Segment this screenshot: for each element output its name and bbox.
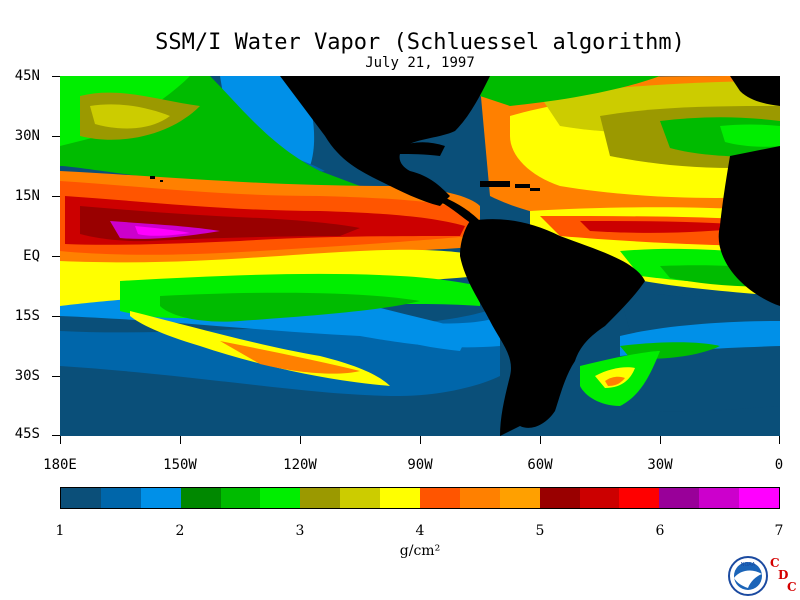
lon-tick	[300, 436, 301, 444]
colorbar-label-2: 2	[175, 523, 185, 539]
lon-tick	[60, 436, 61, 444]
noaa-logo: NOAA	[728, 556, 768, 596]
colorbar-swatch-8	[380, 488, 421, 508]
colorbar-unit: g/cm²	[399, 543, 441, 559]
lat-label-eq: EQ	[23, 248, 40, 264]
lat-label-45s: 45S	[14, 426, 40, 442]
colorbar-swatch-4	[220, 488, 261, 508]
colorbar-swatch-14	[619, 488, 660, 508]
colorbar-label-5: 5	[535, 523, 545, 539]
colorbar-swatch-12	[539, 488, 580, 508]
colorbar-swatch-9	[420, 488, 460, 508]
colorbar-swatch-16	[699, 488, 740, 508]
colorbar-label-7: 7	[774, 523, 784, 539]
colorbar-swatch-5	[260, 488, 301, 508]
colorbar-swatch-1	[100, 488, 141, 508]
lat-tick	[52, 316, 60, 317]
colorbar	[60, 487, 780, 509]
lat-label-30s: 30S	[14, 368, 40, 384]
lon-label-120w: 120W	[283, 457, 317, 473]
colorbar-swatch-7	[340, 488, 381, 508]
lon-label-60w: 60W	[527, 457, 553, 473]
cdc-mark-d: D	[778, 568, 789, 582]
colorbar-label-1: 1	[55, 523, 65, 539]
lat-tick	[52, 136, 60, 137]
colorbar-label-4: 4	[415, 523, 425, 539]
lon-label-150w: 150W	[163, 457, 197, 473]
lat-tick	[52, 196, 60, 197]
colorbar-label-3: 3	[295, 523, 305, 539]
colorbar-swatch-0	[61, 488, 101, 508]
lat-tick	[52, 435, 60, 436]
colorbar-label-6: 6	[655, 523, 665, 539]
map-canvas	[60, 76, 780, 436]
lon-label-0: 0	[774, 457, 784, 473]
colorbar-swatch-15	[659, 488, 700, 508]
lat-tick	[52, 376, 60, 377]
lon-label-90w: 90W	[407, 457, 433, 473]
lon-tick	[180, 436, 181, 444]
lat-label-45n: 45N	[14, 68, 40, 84]
map-date: July 21, 1997	[365, 55, 475, 71]
lon-label-180e: 180E	[43, 457, 77, 473]
svg-text:NOAA: NOAA	[741, 562, 756, 568]
lon-tick	[779, 436, 780, 444]
lon-tick	[540, 436, 541, 444]
colorbar-swatch-2	[140, 488, 181, 508]
lat-label-30n: 30N	[14, 128, 40, 144]
lat-tick	[52, 256, 60, 257]
colorbar-swatch-3	[180, 488, 221, 508]
water-vapor-map	[60, 76, 780, 436]
lat-label-15s: 15S	[14, 308, 40, 324]
colorbar-swatch-17	[739, 488, 780, 508]
lon-label-30w: 30W	[647, 457, 673, 473]
colorbar-swatch-10	[459, 488, 500, 508]
lon-tick	[660, 436, 661, 444]
lat-tick	[52, 76, 60, 77]
colorbar-swatch-13	[579, 488, 620, 508]
cdc-mark-c1: C	[770, 556, 780, 570]
colorbar-swatch-6	[300, 488, 341, 508]
lon-tick	[420, 436, 421, 444]
map-title: SSM/I Water Vapor (Schluessel algorithm)	[155, 30, 685, 55]
cdc-mark-c2: C	[787, 580, 797, 594]
colorbar-swatch-11	[499, 488, 540, 508]
lat-label-15n: 15N	[14, 188, 40, 204]
